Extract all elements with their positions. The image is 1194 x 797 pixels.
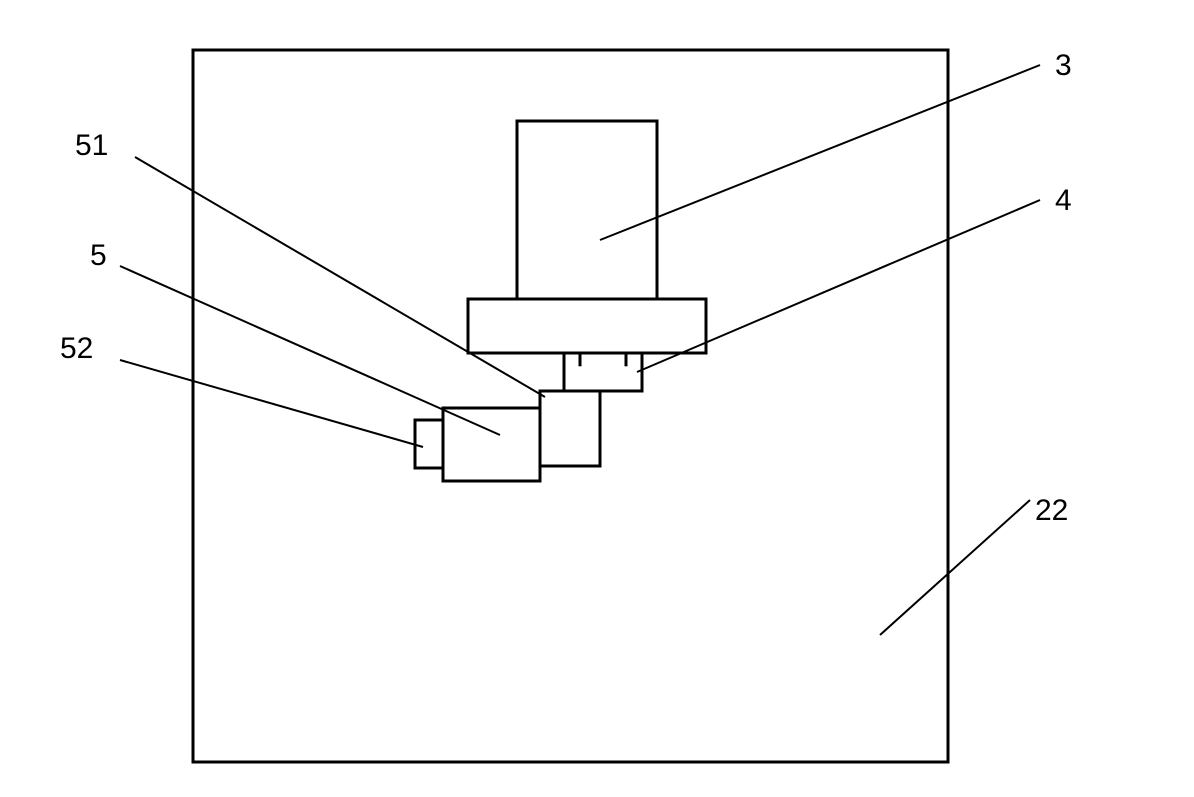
label-l51: 51 <box>75 129 108 162</box>
label-l4: 4 <box>1055 184 1072 217</box>
label-l3: 3 <box>1055 49 1072 82</box>
flange <box>468 299 706 353</box>
stub-52 <box>415 420 443 468</box>
stem <box>540 391 600 466</box>
label-l5: 5 <box>90 239 107 272</box>
nut-4 <box>564 353 642 391</box>
label-l52: 52 <box>60 332 93 365</box>
label-l22: 22 <box>1035 494 1068 527</box>
block-5 <box>443 408 540 481</box>
block-3 <box>517 121 657 299</box>
